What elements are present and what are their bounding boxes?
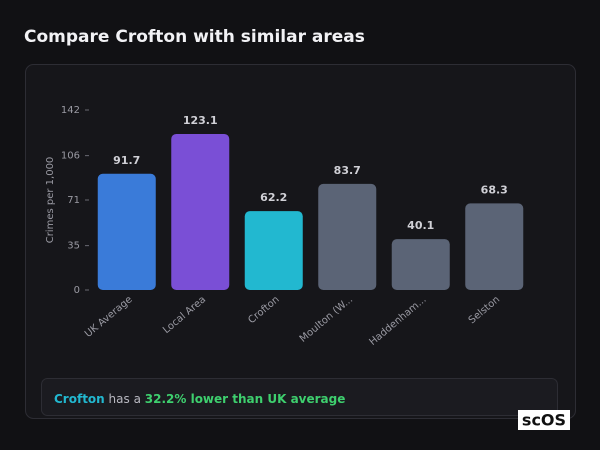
value-label: 123.1: [183, 114, 218, 127]
summary-highlight: 32.2% lower than UK average: [145, 392, 346, 406]
y-tick-label: 35: [67, 241, 80, 252]
summary-area: Crofton: [54, 392, 105, 406]
y-axis-label: Crimes per 1,000: [45, 157, 56, 244]
brand-badge: [518, 410, 570, 430]
bar: [391, 239, 450, 290]
value-label: 62.2: [260, 191, 287, 204]
summary-box: [41, 378, 558, 416]
value-label: 68.3: [481, 183, 508, 196]
y-tick-label: 106: [61, 151, 80, 162]
y-tick-label: 71: [67, 195, 80, 206]
value-label: 83.7: [334, 164, 361, 177]
brand: scOS: [522, 411, 566, 430]
value-label: 40.1: [407, 219, 434, 232]
summary: Crofton has a 32.2% lower than UK averag…: [54, 392, 345, 406]
y-tick-label: 142: [61, 105, 80, 116]
value-label: 91.7: [113, 154, 140, 167]
y-tick-label: 0: [74, 285, 80, 296]
bar: [318, 183, 377, 290]
bar: [171, 133, 230, 290]
bar: [244, 211, 303, 290]
bar: [97, 173, 156, 290]
bar: [465, 203, 524, 290]
chart-title: Compare Crofton with similar areas: [24, 27, 365, 47]
summary-text: has a: [109, 392, 141, 406]
